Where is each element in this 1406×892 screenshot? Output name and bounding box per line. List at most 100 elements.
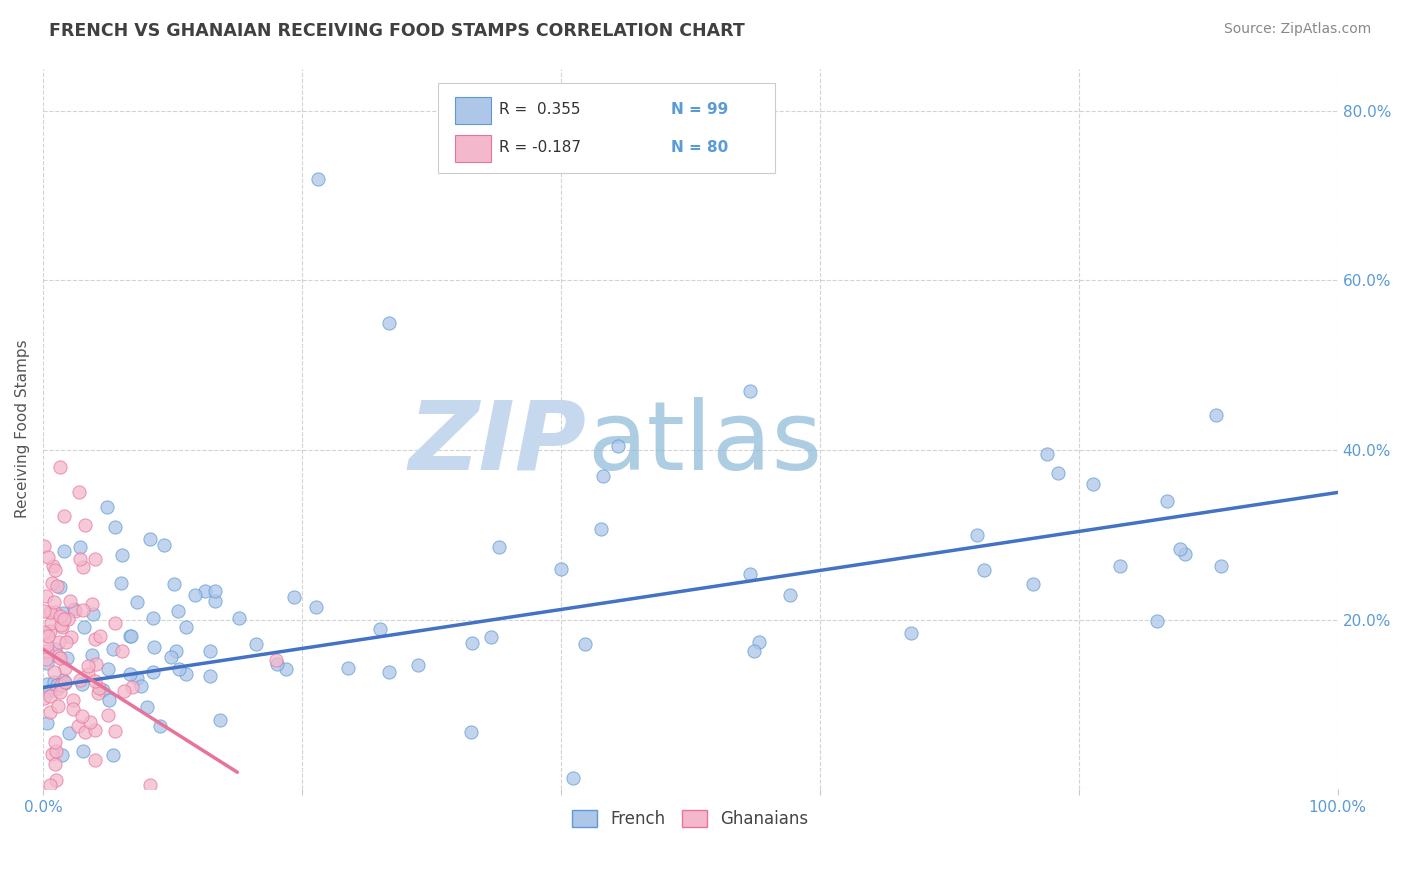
Point <box>194 583 217 598</box>
Point <box>176 620 198 634</box>
Text: ZIP: ZIP <box>409 397 586 490</box>
Point <box>112 684 135 698</box>
Point <box>165 644 187 658</box>
Point <box>46 699 69 714</box>
Point <box>63 602 86 616</box>
Point <box>167 662 190 676</box>
Point <box>305 599 328 614</box>
Point <box>42 595 65 609</box>
FancyBboxPatch shape <box>454 135 491 162</box>
Point <box>39 624 62 639</box>
Point <box>39 705 62 719</box>
Point <box>110 576 132 591</box>
Point <box>76 667 98 681</box>
Text: R = -0.187: R = -0.187 <box>499 140 581 155</box>
Point <box>44 563 66 577</box>
Point <box>46 579 69 593</box>
Point <box>35 639 58 653</box>
Point <box>41 615 63 630</box>
Point <box>37 644 59 658</box>
Point <box>41 576 63 591</box>
Point <box>44 757 66 772</box>
Point <box>38 683 60 698</box>
Point <box>82 607 104 622</box>
Point <box>91 682 114 697</box>
Point <box>84 723 107 738</box>
Point <box>32 539 55 553</box>
Point <box>198 644 221 658</box>
Point <box>97 693 120 707</box>
Point <box>37 629 59 643</box>
Point <box>42 558 65 573</box>
Text: atlas: atlas <box>586 397 823 490</box>
Point <box>32 605 55 619</box>
Point <box>44 605 66 619</box>
Point <box>69 540 91 554</box>
Point <box>592 468 614 483</box>
Point <box>35 716 58 731</box>
Point <box>38 778 60 792</box>
Point <box>52 508 75 523</box>
Point <box>198 669 221 683</box>
Point <box>966 527 988 541</box>
Point <box>406 657 429 672</box>
Text: FRENCH VS GHANAIAN RECEIVING FOOD STAMPS CORRELATION CHART: FRENCH VS GHANAIAN RECEIVING FOOD STAMPS… <box>49 22 745 40</box>
Point <box>479 630 502 644</box>
Point <box>53 544 76 558</box>
Point <box>41 747 63 762</box>
Point <box>103 748 125 763</box>
Point <box>44 665 66 679</box>
Point <box>35 652 58 666</box>
Point <box>63 603 86 617</box>
Point <box>120 629 142 643</box>
Point <box>67 719 90 733</box>
Point <box>49 581 72 595</box>
Point <box>34 624 56 639</box>
Point <box>60 630 83 644</box>
Point <box>461 636 484 650</box>
Point <box>69 551 91 566</box>
Point <box>1022 577 1045 591</box>
Point <box>1209 558 1232 573</box>
Point <box>72 677 94 691</box>
Point <box>44 641 66 656</box>
Text: Source: ZipAtlas.com: Source: ZipAtlas.com <box>1223 22 1371 37</box>
Y-axis label: Receiving Food Stamps: Receiving Food Stamps <box>15 340 30 518</box>
Point <box>55 635 77 649</box>
Point <box>1174 547 1197 561</box>
Point <box>62 702 84 716</box>
Point <box>48 685 70 699</box>
Point <box>83 753 105 767</box>
Point <box>58 725 80 739</box>
Point <box>49 609 72 624</box>
Point <box>129 680 152 694</box>
Point <box>1109 559 1132 574</box>
Point <box>245 637 267 651</box>
Point <box>1036 447 1059 461</box>
Point <box>337 661 360 675</box>
Point <box>1156 494 1178 508</box>
Point <box>184 588 207 602</box>
Point <box>39 606 62 620</box>
Point <box>82 648 104 662</box>
Point <box>160 649 183 664</box>
Point <box>574 637 596 651</box>
Point <box>67 485 90 500</box>
Point <box>591 522 613 536</box>
Text: R =  0.355: R = 0.355 <box>499 102 581 117</box>
Point <box>56 650 79 665</box>
Point <box>378 316 401 330</box>
Point <box>87 686 110 700</box>
Point <box>44 735 66 749</box>
Point <box>142 640 165 655</box>
Point <box>142 611 165 625</box>
Point <box>97 707 120 722</box>
Point <box>97 662 120 676</box>
Point <box>77 659 100 673</box>
Point <box>101 641 124 656</box>
Point <box>264 653 287 667</box>
Point <box>120 667 142 681</box>
Point <box>53 611 76 625</box>
Point <box>34 690 56 705</box>
Point <box>550 562 572 576</box>
